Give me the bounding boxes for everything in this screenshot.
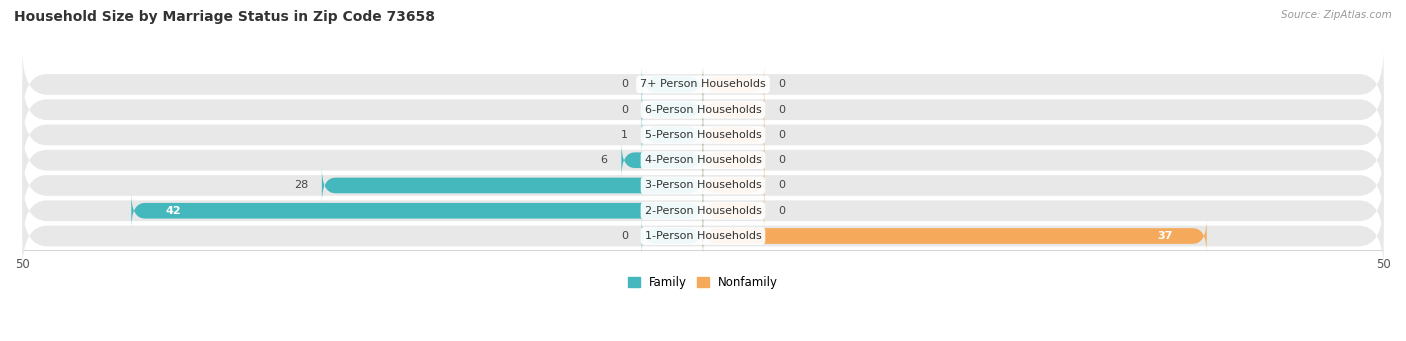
Text: 42: 42 bbox=[166, 206, 181, 216]
Text: 2-Person Households: 2-Person Households bbox=[644, 206, 762, 216]
FancyBboxPatch shape bbox=[641, 219, 703, 253]
FancyBboxPatch shape bbox=[22, 49, 1384, 120]
Text: 1-Person Households: 1-Person Households bbox=[644, 231, 762, 241]
Text: 37: 37 bbox=[1157, 231, 1173, 241]
Text: 0: 0 bbox=[621, 231, 628, 241]
Text: Source: ZipAtlas.com: Source: ZipAtlas.com bbox=[1281, 10, 1392, 20]
Text: 0: 0 bbox=[778, 130, 785, 140]
FancyBboxPatch shape bbox=[131, 193, 703, 228]
FancyBboxPatch shape bbox=[641, 67, 703, 102]
FancyBboxPatch shape bbox=[641, 92, 703, 127]
Text: Household Size by Marriage Status in Zip Code 73658: Household Size by Marriage Status in Zip… bbox=[14, 10, 434, 24]
Text: 4-Person Households: 4-Person Households bbox=[644, 155, 762, 165]
FancyBboxPatch shape bbox=[703, 118, 765, 152]
Text: 7+ Person Households: 7+ Person Households bbox=[640, 79, 766, 89]
Text: 0: 0 bbox=[621, 79, 628, 89]
FancyBboxPatch shape bbox=[621, 143, 703, 178]
Text: 1: 1 bbox=[621, 130, 628, 140]
Text: 6: 6 bbox=[600, 155, 607, 165]
FancyBboxPatch shape bbox=[641, 118, 703, 152]
Text: 28: 28 bbox=[294, 180, 308, 191]
FancyBboxPatch shape bbox=[703, 168, 765, 203]
FancyBboxPatch shape bbox=[22, 176, 1384, 246]
Legend: Family, Nonfamily: Family, Nonfamily bbox=[628, 276, 778, 289]
Text: 0: 0 bbox=[778, 155, 785, 165]
FancyBboxPatch shape bbox=[22, 100, 1384, 170]
Text: 0: 0 bbox=[621, 105, 628, 115]
FancyBboxPatch shape bbox=[22, 75, 1384, 145]
FancyBboxPatch shape bbox=[703, 219, 1206, 253]
FancyBboxPatch shape bbox=[22, 150, 1384, 221]
FancyBboxPatch shape bbox=[703, 143, 765, 178]
Text: 5-Person Households: 5-Person Households bbox=[644, 130, 762, 140]
Text: 3-Person Households: 3-Person Households bbox=[644, 180, 762, 191]
Text: 0: 0 bbox=[778, 79, 785, 89]
Text: 6-Person Households: 6-Person Households bbox=[644, 105, 762, 115]
Text: 0: 0 bbox=[778, 206, 785, 216]
FancyBboxPatch shape bbox=[22, 201, 1384, 271]
Text: 0: 0 bbox=[778, 105, 785, 115]
FancyBboxPatch shape bbox=[322, 168, 703, 203]
FancyBboxPatch shape bbox=[703, 193, 765, 228]
FancyBboxPatch shape bbox=[703, 67, 765, 102]
Text: 0: 0 bbox=[778, 180, 785, 191]
FancyBboxPatch shape bbox=[22, 125, 1384, 195]
FancyBboxPatch shape bbox=[703, 92, 765, 127]
